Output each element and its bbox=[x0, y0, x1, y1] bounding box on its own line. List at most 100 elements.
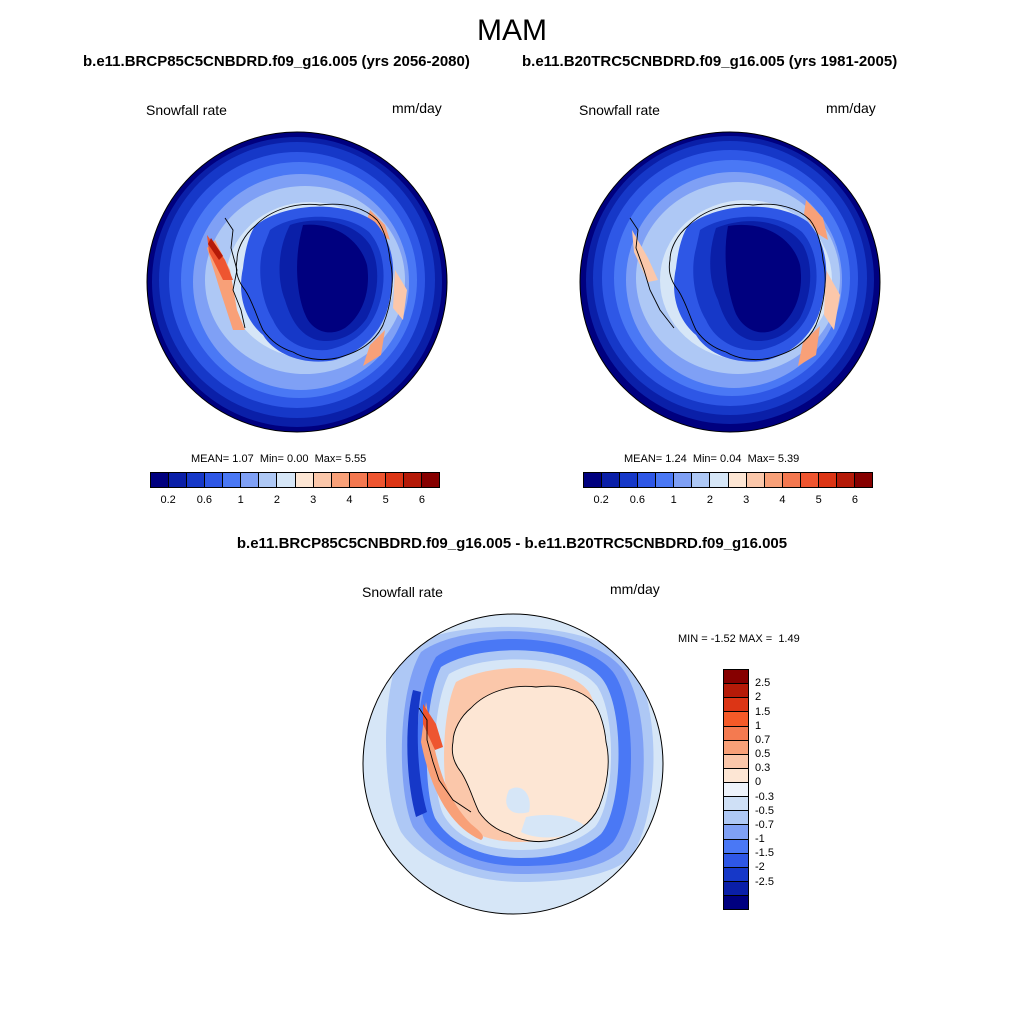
colorbar-tick-label: 0.3 bbox=[755, 762, 771, 775]
colorbar-swatch bbox=[601, 473, 620, 487]
colorbar-tick-label: 2 bbox=[755, 691, 762, 704]
historical-mean-value: 1.24 bbox=[665, 453, 687, 465]
colorbar-swatch bbox=[781, 473, 800, 487]
colorbar-swatch bbox=[724, 895, 748, 910]
future-colorbar-ticks: 0.2 0.6 1 2 3 4 5 6 bbox=[150, 494, 440, 508]
historical-min-label: Min= bbox=[692, 453, 717, 465]
antarctica-coastline bbox=[451, 685, 609, 843]
historical-colorbar bbox=[583, 472, 873, 488]
colorbar-swatch bbox=[724, 697, 748, 712]
colorbar-swatch bbox=[691, 473, 710, 487]
colorbar-tick-label: 3 bbox=[310, 494, 317, 506]
colorbar-swatch bbox=[420, 473, 439, 487]
colorbar-swatch bbox=[724, 782, 748, 797]
colorbar-tick-label: 3 bbox=[743, 494, 750, 506]
colorbar-swatch bbox=[655, 473, 674, 487]
future-units-label: mm/day bbox=[392, 100, 442, 116]
colorbar-tick-label: 0.6 bbox=[196, 494, 213, 506]
antarctica-coastline bbox=[668, 203, 826, 361]
colorbar-tick-label: 0.2 bbox=[593, 494, 609, 506]
historical-min-value: 0.04 bbox=[720, 453, 742, 465]
colorbar-swatch bbox=[763, 473, 782, 487]
difference-panel-title: b.e11.BRCP85C5CNBDRD.f09_g16.005 - b.e11… bbox=[236, 535, 788, 552]
future-min-value: 0.00 bbox=[287, 453, 309, 465]
colorbar-tick-label: 4 bbox=[779, 494, 786, 506]
colorbar-swatch bbox=[724, 880, 748, 895]
antarctica-coastline bbox=[235, 203, 393, 361]
colorbar-swatch bbox=[724, 824, 748, 839]
colorbar-swatch bbox=[724, 670, 748, 684]
colorbar-swatch bbox=[835, 473, 854, 487]
colorbar-tick-label: 5 bbox=[815, 494, 822, 506]
colorbar-tick-label: 4 bbox=[346, 494, 353, 506]
future-colorbar bbox=[150, 472, 440, 488]
historical-polar-map bbox=[579, 131, 881, 433]
future-variable-label: Snowfall rate bbox=[146, 102, 227, 118]
difference-max-label: MAX = bbox=[738, 633, 773, 645]
colorbar-tick-label: 1 bbox=[670, 494, 677, 506]
future-panel-title: b.e11.BRCP85C5CNBDRD.f09_g16.005 (yrs 20… bbox=[83, 53, 470, 70]
colorbar-tick-label: 0 bbox=[755, 776, 762, 789]
colorbar-swatch bbox=[673, 473, 692, 487]
colorbar-swatch bbox=[151, 473, 169, 487]
colorbar-tick-label: 6 bbox=[418, 494, 425, 506]
colorbar-swatch bbox=[222, 473, 241, 487]
colorbar-swatch bbox=[619, 473, 638, 487]
historical-max-label: Max= bbox=[747, 453, 775, 465]
colorbar-tick-label: 1 bbox=[237, 494, 244, 506]
colorbar-swatch bbox=[366, 473, 385, 487]
colorbar-swatch bbox=[724, 767, 748, 782]
colorbar-tick-label: -2 bbox=[755, 861, 765, 874]
colorbar-tick-label: 0.5 bbox=[755, 748, 771, 761]
colorbar-tick-label: 0.6 bbox=[629, 494, 646, 506]
colorbar-swatch bbox=[186, 473, 205, 487]
difference-units-label: mm/day bbox=[610, 581, 660, 597]
colorbar-swatch bbox=[637, 473, 656, 487]
future-max-label: Max= bbox=[314, 453, 342, 465]
colorbar-tick-label: 2 bbox=[706, 494, 713, 506]
colorbar-swatch bbox=[294, 473, 313, 487]
colorbar-swatch bbox=[204, 473, 223, 487]
colorbar-swatch bbox=[330, 473, 349, 487]
difference-max-value: 1.49 bbox=[778, 633, 800, 645]
colorbar-swatch bbox=[258, 473, 277, 487]
colorbar-tick-label: 1.5 bbox=[755, 705, 771, 718]
future-min-label: Min= bbox=[259, 453, 284, 465]
difference-min-value: -1.52 bbox=[710, 633, 736, 645]
colorbar-swatch bbox=[724, 852, 748, 867]
colorbar-tick-label: -0.3 bbox=[755, 790, 774, 803]
colorbar-swatch bbox=[745, 473, 764, 487]
difference-colorbar bbox=[723, 669, 749, 910]
historical-panel-title: b.e11.B20TRC5CNBDRD.f09_g16.005 (yrs 198… bbox=[522, 53, 898, 70]
colorbar-swatch bbox=[276, 473, 295, 487]
colorbar-tick-label: -1 bbox=[755, 833, 765, 846]
colorbar-swatch bbox=[724, 725, 748, 740]
historical-variable-label: Snowfall rate bbox=[579, 102, 660, 118]
difference-polar-map bbox=[362, 613, 664, 915]
colorbar-tick-label: 0.7 bbox=[755, 733, 771, 746]
colorbar-tick-label: 2.5 bbox=[755, 677, 771, 690]
difference-colorbar-ticks: 2.5 2 1.5 1 0.7 0.5 0.3 0 -0.3 -0.5 -0.7 -1 -1.5 -2 -2… bbox=[755, 669, 795, 910]
colorbar-swatch bbox=[724, 810, 748, 825]
colorbar-swatch bbox=[709, 473, 728, 487]
colorbar-swatch bbox=[817, 473, 836, 487]
colorbar-tick-label: 5 bbox=[382, 494, 389, 506]
colorbar-swatch bbox=[853, 473, 872, 487]
colorbar-swatch bbox=[724, 866, 748, 881]
colorbar-tick-label: 2 bbox=[273, 494, 280, 506]
colorbar-tick-label: 1 bbox=[755, 719, 762, 732]
colorbar-tick-label: -2.5 bbox=[755, 875, 774, 888]
historical-mean-label: MEAN= bbox=[624, 453, 663, 465]
season-title: MAM bbox=[477, 14, 547, 47]
colorbar-swatch bbox=[724, 739, 748, 754]
colorbar-swatch bbox=[727, 473, 746, 487]
difference-variable-label: Snowfall rate bbox=[362, 584, 443, 600]
colorbar-swatch bbox=[384, 473, 403, 487]
colorbar-tick-label: 0.2 bbox=[160, 494, 176, 506]
future-mean-label: MEAN= bbox=[191, 453, 230, 465]
future-max-value: 5.55 bbox=[344, 453, 367, 465]
difference-min-label: MIN = bbox=[678, 633, 708, 645]
colorbar-swatch bbox=[724, 753, 748, 768]
colorbar-tick-label: 6 bbox=[851, 494, 858, 506]
colorbar-swatch bbox=[724, 838, 748, 853]
